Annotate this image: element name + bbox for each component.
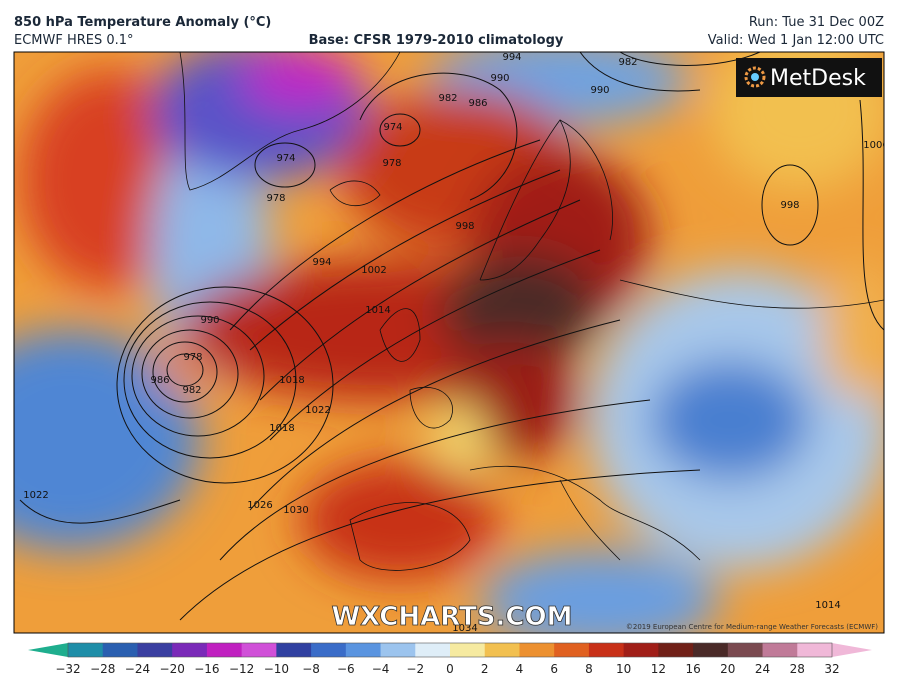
colorbar-segment (345, 643, 382, 657)
isobar-label: 1018 (269, 423, 294, 434)
colorbar-tick-label: −20 (160, 662, 185, 676)
colorbar-tick-label: −16 (194, 662, 219, 676)
isobar-label: 1006 (863, 140, 888, 151)
colorbar-segment (658, 643, 694, 657)
colorbar-segment (519, 643, 555, 657)
colorbar-segment (102, 643, 138, 657)
colorbar-tick-label: 10 (616, 662, 631, 676)
colorbar-segment (241, 643, 277, 657)
isobar-label: 998 (780, 200, 799, 211)
colorbar-segment (68, 643, 104, 657)
isobars (19, 52, 884, 621)
run: Run: Tue 31 Dec 00Z (749, 15, 884, 30)
colorbar-tick-label: 8 (585, 662, 593, 676)
model: ECMWF HRES 0.1° (14, 33, 134, 48)
colorbar-tick-label: −4 (372, 662, 390, 676)
colorbar-segment (762, 643, 798, 657)
colorbar-tick-label: 6 (550, 662, 558, 676)
copyright: ©2019 European Centre for Medium-range W… (626, 623, 878, 631)
isobar-label: 1002 (361, 265, 386, 276)
isobar-label: 990 (590, 85, 609, 96)
isobar-label: 1014 (365, 305, 390, 316)
valid: Valid: Wed 1 Jan 12:00 UTC (708, 33, 884, 48)
logo: MetDesk (736, 58, 882, 97)
colorbar-segment (727, 643, 764, 657)
isobar-label: 1022 (23, 490, 48, 501)
colorbar-tick-label: 24 (755, 662, 770, 676)
colorbar-tick-label: −2 (406, 662, 424, 676)
colorbar-tick-label: −6 (337, 662, 355, 676)
colorbar-tick-label: 2 (481, 662, 489, 676)
colorbar: −32 −28 −24 −20 −16 −12 −10 −8 −6 −4 −2 0 2 4 6 8 10 12 16… (28, 642, 872, 676)
colorbar-tick-label: 16 (685, 662, 700, 676)
colorbar-tick-label: 4 (516, 662, 524, 676)
colorbar-segment (623, 643, 659, 657)
colorbar-segment (797, 643, 833, 657)
isobar-label: 986 (150, 375, 169, 386)
colorbar-segment (172, 643, 208, 657)
colorbar-tick-label: 20 (720, 662, 735, 676)
isobar-label: 990 (200, 315, 219, 326)
isobar-label: 1034 (452, 623, 477, 634)
colorbar-tick-label: −32 (55, 662, 80, 676)
colorbar-segment (693, 643, 729, 657)
colorbar-segment (554, 643, 590, 657)
colorbar-segment (450, 643, 486, 657)
isobar-label: 986 (468, 98, 487, 109)
isobar-label: 1018 (279, 375, 304, 386)
colorbar-segment (137, 643, 173, 657)
isobar-label: 982 (438, 93, 457, 104)
isobar-label: 978 (266, 193, 285, 204)
map: 974 982 986 990 994 974 978 978 998 994 1002 990 978… (14, 52, 888, 634)
isobar-label: 990 (490, 73, 509, 84)
colorbar-tick-label: 28 (790, 662, 805, 676)
colorbar-segment (311, 643, 347, 657)
colorbar-segment (484, 643, 520, 657)
watermark: WXCHARTS.COM (331, 602, 572, 632)
colorbar-tick-label: 0 (446, 662, 454, 676)
colorbar-tick-label: 32 (824, 662, 839, 676)
isobar-label: 1022 (305, 405, 330, 416)
isobar-label: 1026 (247, 500, 272, 511)
colorbar-segment (588, 643, 625, 657)
isobar-label: 1030 (283, 505, 308, 516)
colorbar-arrow-left (28, 643, 68, 657)
colorbar-segment (276, 643, 312, 657)
colorbar-tick-label: −12 (229, 662, 254, 676)
isobar-label: 974 (383, 122, 402, 133)
base: Base: CFSR 1979-2010 climatology (309, 33, 564, 48)
coastlines (179, 52, 884, 571)
colorbar-arrow-right (832, 643, 872, 657)
colorbar-tick-label: −28 (90, 662, 115, 676)
isobar-label: 1014 (815, 600, 840, 611)
colorbar-segment (415, 643, 451, 657)
isobar-label: 978 (382, 158, 401, 169)
colorbar-segment (380, 643, 416, 657)
colorbar-tick-label: −10 (264, 662, 289, 676)
title: 850 hPa Temperature Anomaly (°C) (14, 15, 271, 30)
colorbar-tick-label: −8 (302, 662, 320, 676)
isobar-labels: 974 982 986 990 994 974 978 978 998 994 1002 990 978… (23, 52, 888, 634)
map-frame (13, 51, 885, 634)
isobar-label: 982 (618, 57, 637, 68)
isobar-label: 978 (183, 352, 202, 363)
isobar-label: 994 (502, 52, 521, 63)
colorbar-tick-label: −24 (125, 662, 150, 676)
isobar-label: 994 (312, 257, 331, 268)
logo-text: MetDesk (770, 66, 866, 91)
colorbar-tick-label: 12 (651, 662, 666, 676)
isobar-label: 982 (182, 385, 201, 396)
isobar-label: 998 (455, 221, 474, 232)
isobar-label: 974 (276, 153, 295, 164)
colorbar-frame (67, 642, 833, 658)
colorbar-segment (206, 643, 243, 657)
